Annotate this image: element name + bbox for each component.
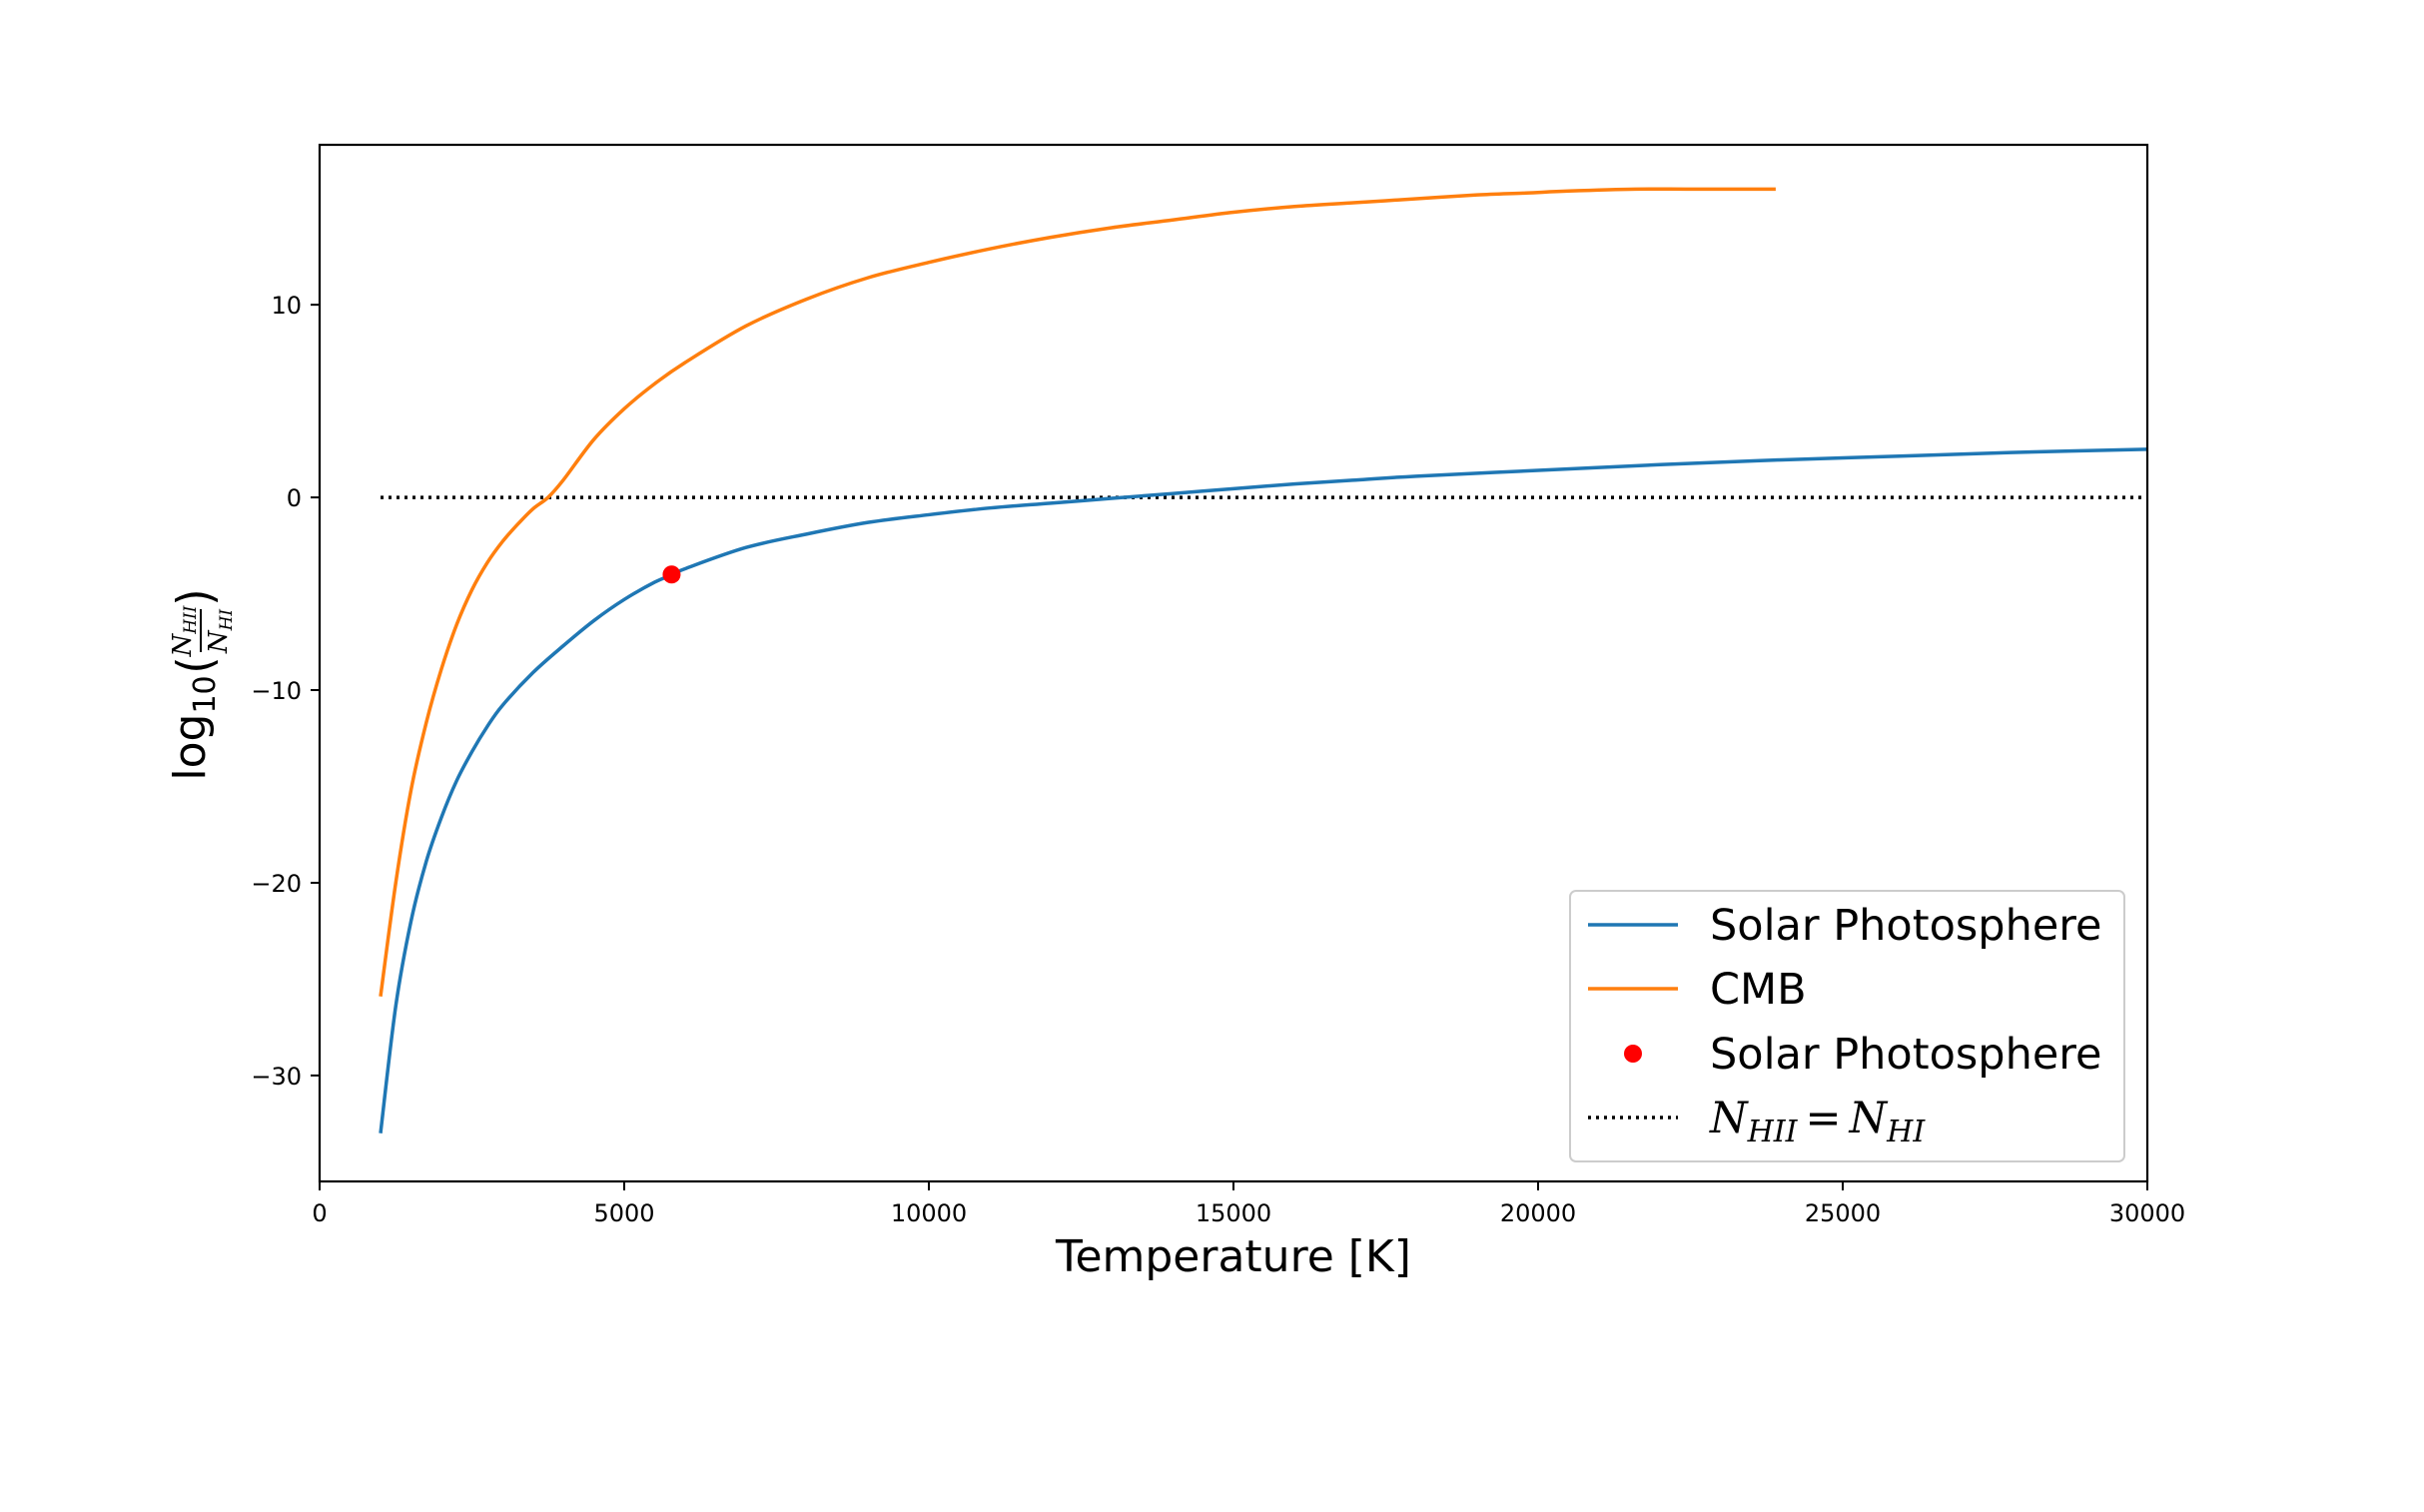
y-label-numerator: N <box>168 633 198 658</box>
legend-frame <box>1569 890 2125 1162</box>
series-line-solar-photosphere <box>379 447 2147 1134</box>
y-label-log-base: 10 <box>188 675 223 713</box>
y-tick-label: −10 <box>251 677 302 705</box>
x-tick-label: 0 <box>312 1199 327 1227</box>
x-tick-label: 25000 <box>1805 1199 1881 1227</box>
series-line-cmb <box>379 187 1776 998</box>
legend-label-solar-photosphere-line: Solar Photosphere <box>1710 901 2102 951</box>
x-tick-label: 15000 <box>1196 1199 1271 1227</box>
legend: Solar Photosphere CMB Solar Photosphere … <box>1569 890 2125 1162</box>
legend-label-solar-photosphere-point: Solar Photosphere <box>1710 1030 2102 1080</box>
x-tick-label: 5000 <box>593 1199 654 1227</box>
svg-text:log10: log10 <box>165 675 223 780</box>
y-tick-label: −30 <box>251 1063 302 1091</box>
y-label-numerator-sub: HII <box>181 605 201 635</box>
legend-label-equality: NHII = NHI <box>1709 1094 1926 1149</box>
y-label-denominator-sub: HI <box>217 609 237 632</box>
y-tick-label: 0 <box>287 484 302 512</box>
x-axis-label: Temperature [K] <box>1055 1231 1411 1282</box>
y-label-paren-open: ( <box>167 656 224 673</box>
x-axis: 0 5000 10000 15000 20000 25000 30000 <box>312 1181 2185 1227</box>
x-tick-label: 20000 <box>1500 1199 1576 1227</box>
y-label-paren-close: ) <box>167 588 224 605</box>
y-axis-label: log10 ( NHII NHI ) <box>165 588 237 780</box>
legend-swatch-solar-photosphere-point <box>1624 1045 1642 1063</box>
y-tick-label: 10 <box>271 292 302 320</box>
x-tick-label: 10000 <box>891 1199 967 1227</box>
svg-text:NHII: NHII <box>168 605 201 657</box>
legend-label-cmb: CMB <box>1710 965 1807 1015</box>
y-tick-label: −20 <box>251 870 302 898</box>
svg-text:NHI: NHI <box>204 609 237 655</box>
y-label-log: log <box>165 714 216 781</box>
series-layer <box>379 187 2147 1134</box>
solar-photosphere-point <box>662 565 681 584</box>
y-axis: −30 −20 −10 0 10 <box>251 292 320 1091</box>
x-tick-label: 30000 <box>2109 1199 2185 1227</box>
y-label-denominator: N <box>204 629 234 654</box>
